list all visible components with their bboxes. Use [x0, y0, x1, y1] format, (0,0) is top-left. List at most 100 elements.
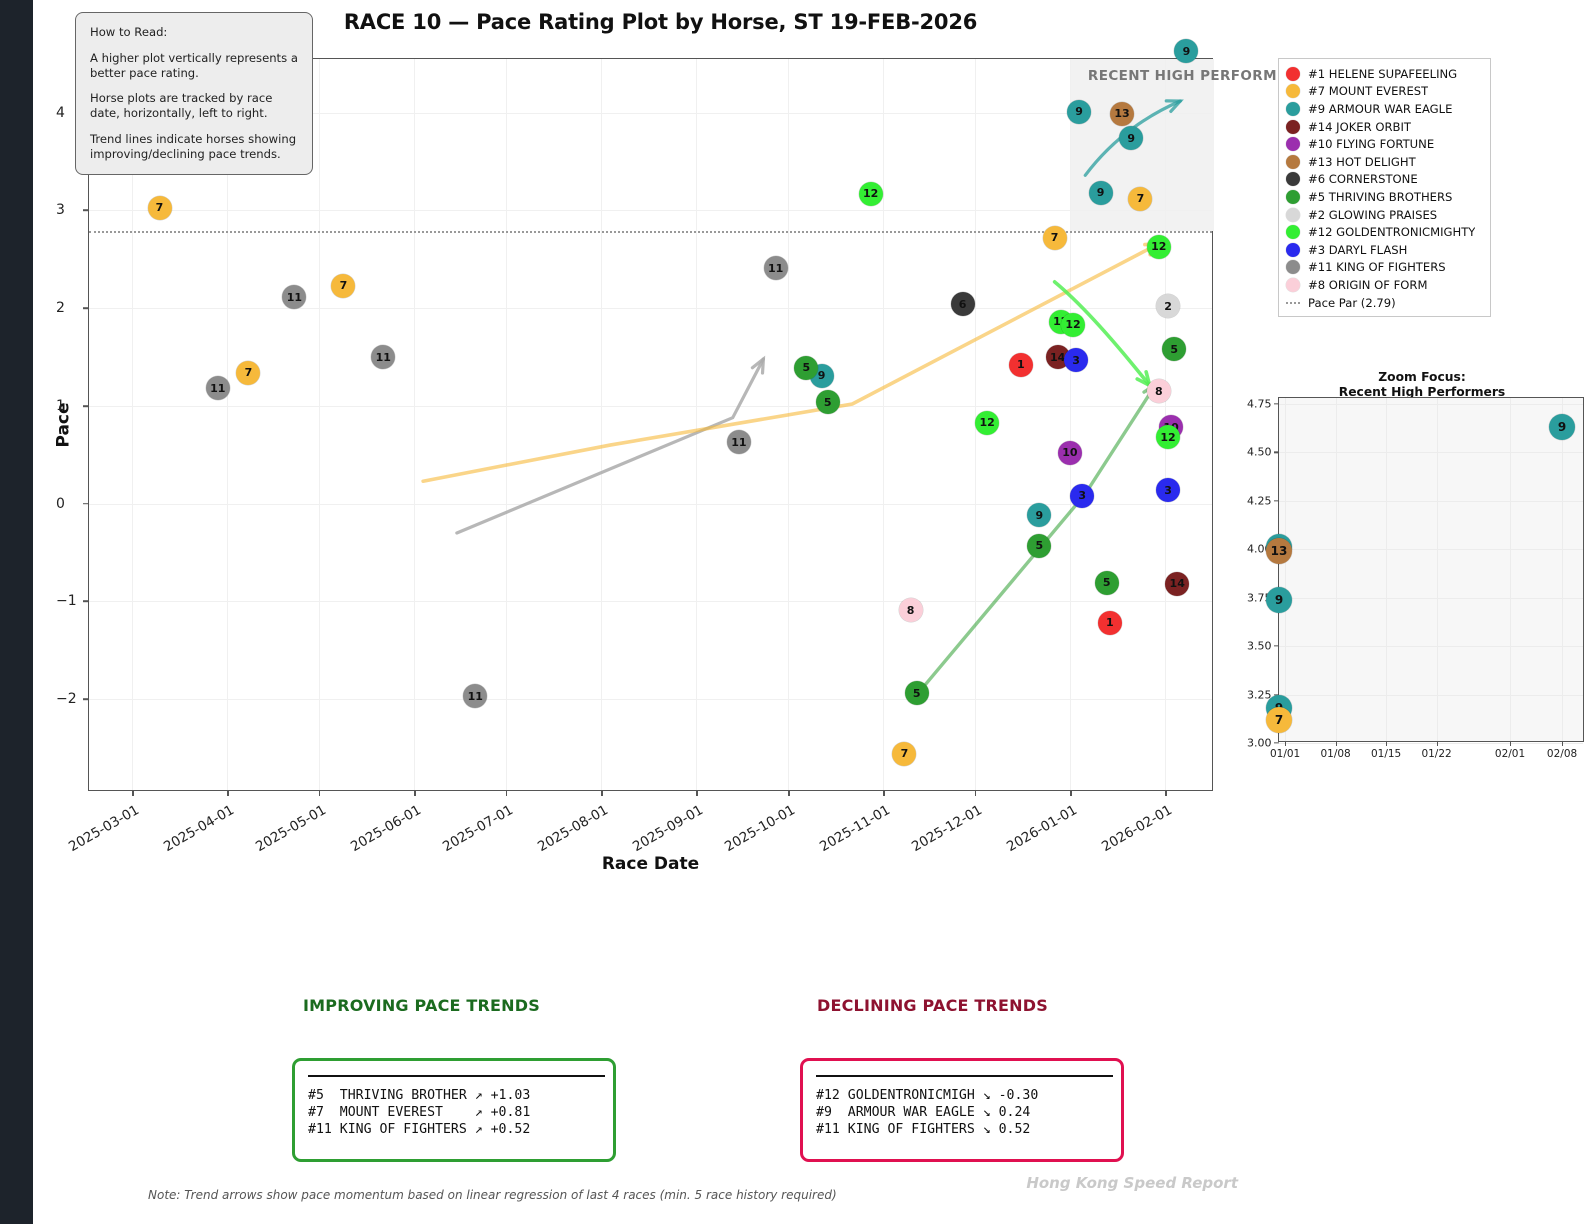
- inset-x-gridline: [1285, 398, 1287, 741]
- x-gridline: [882, 59, 884, 790]
- inset-x-tick-mark: [1285, 741, 1287, 746]
- x-gridline: [131, 59, 133, 790]
- legend-item-label: #2 GLOWING PRAISES: [1308, 207, 1438, 222]
- inset-y-tick-label: 3.00: [1247, 736, 1272, 750]
- data-point[interactable]: 5: [1162, 337, 1187, 362]
- data-point[interactable]: 7: [147, 195, 172, 220]
- improving-trends-heading: IMPROVING PACE TRENDS: [303, 996, 540, 1015]
- data-point[interactable]: 5: [904, 681, 929, 706]
- data-point[interactable]: 1: [1008, 352, 1033, 377]
- inset-y-gridline: [1279, 743, 1583, 744]
- legend-item[interactable]: #10 FLYING FORTUNE: [1286, 135, 1483, 153]
- data-point[interactable]: 12: [858, 181, 883, 206]
- inset-axes: 3.00 3.25 3.50 3.75 4.00 4.25 4.50 4.75 01/01 01/…: [1247, 397, 1584, 760]
- data-point[interactable]: 5: [1094, 570, 1119, 595]
- legend-item-label: #13 HOT DELIGHT: [1308, 154, 1416, 169]
- legend-swatch-icon: [1286, 277, 1300, 292]
- inset-title: Zoom Focus: Recent High Performers: [1248, 370, 1590, 400]
- data-point[interactable]: 14: [1165, 571, 1190, 596]
- x-tick-mark: [600, 790, 603, 796]
- data-point[interactable]: 7: [1042, 225, 1067, 250]
- report-page: RACE 10 — Pace Rating Plot by Horse, ST …: [33, 0, 1590, 1224]
- y-gridline: [89, 112, 1212, 114]
- data-point[interactable]: 7: [236, 360, 261, 385]
- legend-item[interactable]: #2 GLOWING PRAISES: [1286, 206, 1483, 224]
- inset-y-gridline: [1279, 646, 1583, 648]
- data-point[interactable]: 5: [794, 355, 819, 380]
- data-point[interactable]: 3: [1156, 478, 1181, 502]
- x-gridline: [318, 59, 320, 790]
- data-point[interactable]: 3: [1070, 483, 1095, 508]
- data-point[interactable]: 11: [463, 684, 488, 709]
- inset-data-point[interactable]: 7: [1266, 706, 1292, 733]
- inset-data-point[interactable]: 9: [1549, 414, 1576, 441]
- data-point[interactable]: 6: [950, 292, 975, 317]
- x-gridline: [695, 59, 697, 790]
- x-gridline: [1069, 59, 1071, 790]
- legend-item-pace-par[interactable]: Pace Par (2.79): [1286, 294, 1483, 312]
- data-point[interactable]: 7: [892, 741, 917, 766]
- legend-item[interactable]: #12 GOLDENTRONICMIGHTY: [1286, 223, 1483, 241]
- inset-y-tick-mark: [1274, 403, 1279, 405]
- legend-item[interactable]: #7 MOUNT EVEREST: [1286, 83, 1483, 101]
- inset-y-gridline: [1279, 549, 1583, 551]
- x-tick-label: 2025-04-01: [160, 802, 237, 856]
- inset-y-tick-label: 4.50: [1247, 445, 1272, 459]
- legend-item[interactable]: #6 CORNERSTONE: [1286, 171, 1483, 189]
- data-point[interactable]: 2: [1156, 294, 1181, 319]
- page-title: RACE 10 — Pace Rating Plot by Horse, ST …: [343, 10, 978, 34]
- inset-y-gridline: [1279, 500, 1583, 502]
- x-tick-mark: [695, 790, 698, 796]
- legend-item[interactable]: #13 HOT DELIGHT: [1286, 153, 1483, 171]
- data-point[interactable]: 9: [1088, 180, 1113, 205]
- data-point[interactable]: 7: [331, 273, 356, 298]
- legend-item[interactable]: #1 HELENE SUPAFEELING: [1286, 65, 1483, 83]
- data-point[interactable]: 9: [1067, 99, 1092, 124]
- data-point[interactable]: 5: [1027, 533, 1052, 558]
- data-point[interactable]: 7: [1128, 186, 1153, 211]
- data-point[interactable]: 11: [371, 345, 396, 370]
- legend-item-label: #8 ORIGIN OF FORM: [1308, 277, 1428, 292]
- legend-item-label: #9 ARMOUR WAR EAGLE: [1308, 101, 1453, 116]
- inset-y-tick-mark: [1274, 742, 1279, 744]
- data-point[interactable]: 12: [1156, 425, 1181, 450]
- legend-item[interactable]: #9 ARMOUR WAR EAGLE: [1286, 100, 1483, 118]
- data-point[interactable]: 12: [1060, 312, 1085, 337]
- data-point[interactable]: 11: [205, 376, 230, 401]
- data-point[interactable]: 9: [1027, 503, 1052, 528]
- legend-item[interactable]: #11 KING OF FIGHTERS: [1286, 259, 1483, 277]
- data-point[interactable]: 8: [1146, 379, 1171, 404]
- legend-swatch-icon: [1286, 242, 1300, 257]
- inset-x-tick-label: 01/01: [1269, 748, 1301, 760]
- legend-item[interactable]: #5 THRIVING BROTHERS: [1286, 188, 1483, 206]
- data-point[interactable]: 11: [282, 285, 307, 310]
- inset-data-point[interactable]: 9: [1266, 586, 1292, 613]
- inset-y-tick-label: 4.00: [1247, 542, 1272, 556]
- data-point[interactable]: 5: [815, 390, 840, 415]
- y-tick-label: 2: [56, 300, 65, 317]
- data-point[interactable]: 8: [898, 598, 923, 623]
- inset-data-point[interactable]: 13: [1266, 538, 1292, 565]
- legend-swatch-icon: [1286, 66, 1300, 81]
- legend-item-label: #11 KING OF FIGHTERS: [1308, 260, 1446, 275]
- data-point[interactable]: 12: [975, 410, 1000, 435]
- legend-item[interactable]: #14 JOKER ORBIT: [1286, 118, 1483, 136]
- data-point[interactable]: 11: [763, 256, 788, 281]
- inset-y-tick-label: 3.50: [1247, 639, 1272, 653]
- data-point[interactable]: 9: [1174, 39, 1199, 64]
- data-point[interactable]: 1: [1097, 610, 1122, 635]
- inset-x-gridline: [1436, 398, 1438, 741]
- legend[interactable]: #1 HELENE SUPAFEELING #7 MOUNT EVEREST #9 …: [1278, 58, 1491, 318]
- data-point[interactable]: 3: [1064, 348, 1089, 373]
- legend-item[interactable]: #8 ORIGIN OF FORM: [1286, 276, 1483, 294]
- how-to-read-p1: A higher plot vertically represents a be…: [90, 50, 298, 80]
- legend-item[interactable]: #3 DARYL FLASH: [1286, 241, 1483, 259]
- x-tick-label: 2025-10-01: [721, 802, 798, 856]
- data-point[interactable]: 12: [1146, 234, 1171, 259]
- data-point[interactable]: 9: [1119, 126, 1144, 151]
- inset-y-tick-mark: [1274, 693, 1279, 696]
- data-point[interactable]: 11: [726, 430, 751, 455]
- inset-x-tick-label: 01/08: [1320, 748, 1351, 760]
- data-point[interactable]: 13: [1110, 101, 1135, 126]
- data-point[interactable]: 10: [1057, 440, 1082, 465]
